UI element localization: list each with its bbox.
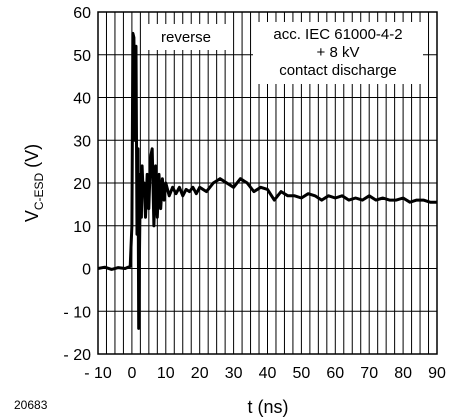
x-tick-label: 30 (225, 365, 243, 382)
x-tick-label: 40 (259, 365, 277, 382)
y-tick-label: 0 (82, 262, 91, 279)
x-tick-label: 20 (191, 365, 209, 382)
y-tick-label: 20 (73, 176, 91, 193)
annotation-standard-line-3: contact discharge (279, 62, 397, 79)
grid-lines (98, 12, 437, 354)
series-line (97, 31, 437, 330)
y-tick-label: 10 (73, 219, 91, 236)
plot-frame (97, 11, 438, 355)
x-tick-label: 50 (293, 365, 311, 382)
y-axis-label-main: V (22, 210, 42, 222)
y-tick-label: - 20 (63, 347, 91, 364)
x-tick-label: 60 (326, 365, 344, 382)
y-tick-label: - 10 (63, 304, 91, 321)
y-tick-labels: - 20 - 10 0 10 20 30 40 50 60 (63, 5, 91, 364)
y-tick-label: 40 (73, 91, 91, 108)
x-tick-label: 10 (157, 365, 175, 382)
annotation-standard-box: acc. IEC 61000-4-2 + 8 kV contact discha… (253, 22, 423, 84)
data-series (97, 31, 437, 330)
annotation-reverse: reverse (161, 29, 211, 46)
y-axis-label-unit: (V) (22, 144, 42, 173)
y-axis-label: VC-ESD (V) (22, 144, 46, 222)
x-tick-label: 0 (127, 365, 136, 382)
x-tick-labels: - 10 0 10 20 30 40 50 60 70 80 90 (84, 365, 446, 382)
y-tick-label: 60 (73, 5, 91, 22)
annotation-reverse-box: reverse (146, 24, 226, 50)
x-axis-label: t (ns) (247, 397, 288, 417)
annotation-standard-line-2: + 8 kV (317, 44, 360, 61)
annotation-standard-line-1: acc. IEC 61000-4-2 (273, 26, 402, 43)
y-axis-label-sub: C-ESD (32, 172, 46, 210)
x-tick-label: 90 (428, 365, 446, 382)
x-tick-label: 80 (394, 365, 412, 382)
x-tick-label: - 10 (84, 365, 112, 382)
x-tick-label: 70 (360, 365, 378, 382)
y-tick-label: 50 (73, 48, 91, 65)
figure-code: 20683 (14, 398, 48, 412)
y-tick-label: 30 (73, 133, 91, 150)
